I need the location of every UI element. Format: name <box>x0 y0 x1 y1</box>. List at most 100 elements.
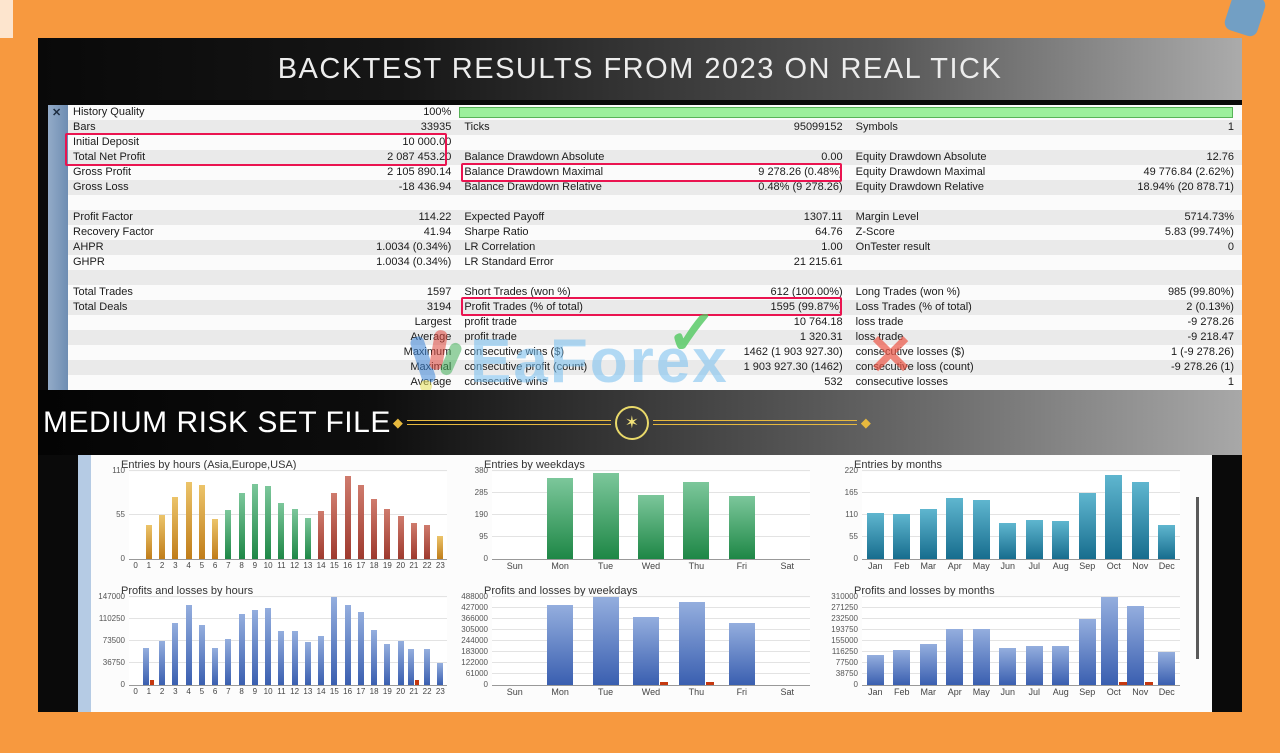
bar <box>893 650 911 685</box>
table-row: Initial Deposit 10 000.00 <box>68 135 1242 150</box>
x-axis-label: 3 <box>173 561 178 570</box>
x-axis-label: 12 <box>290 687 300 696</box>
chart-entries-by-months: Entries by months 0 55 110 165 220 Jan Feb Mar Ap… <box>828 459 1180 581</box>
stat-label: Long Trades (won %) <box>855 286 961 298</box>
bar-slot <box>1100 597 1128 685</box>
bar <box>251 610 258 685</box>
table-row: Bars 33935 Ticks 95099152 Symbols 1 <box>68 120 1242 135</box>
x-axis-label: 1 <box>146 561 152 570</box>
bar-slot <box>368 472 381 559</box>
bar <box>866 655 884 685</box>
page-title: BACKTEST RESULTS FROM 2023 ON REAL TICK <box>277 52 1003 85</box>
bar <box>397 516 404 559</box>
bar-slot <box>381 472 394 559</box>
plot-area <box>862 596 1180 686</box>
bar <box>371 499 378 559</box>
bar <box>728 496 755 559</box>
gridline <box>129 618 447 619</box>
y-axis-label: 147000 <box>98 592 125 601</box>
bar-slot <box>129 472 142 559</box>
stat-label <box>68 195 307 210</box>
y-axis-label: 427000 <box>461 603 488 612</box>
stat-value: 1307.11 <box>803 211 843 223</box>
bar-slot <box>354 598 367 685</box>
stat-label: Total Net Profit <box>73 151 146 163</box>
x-axis-label: 9 <box>252 561 258 570</box>
x-axis-label: 16 <box>343 561 353 570</box>
x-axis-label: 23 <box>435 687 445 696</box>
bar-slot <box>583 472 628 559</box>
stat-value: -9 218.47 <box>1187 331 1234 343</box>
bar-slot <box>156 472 169 559</box>
bar-slot <box>209 598 222 685</box>
close-icon[interactable]: ✕ <box>52 107 62 119</box>
stat-value: 49 776.84 (2.62%) <box>1143 166 1234 178</box>
y-axis: 0 38750 77500 116250 155000 193750 232500 27125… <box>828 593 862 689</box>
table-row <box>68 195 1242 210</box>
bar <box>437 536 444 559</box>
gridline <box>862 618 1180 619</box>
x-axis-label: 8 <box>239 687 244 696</box>
stat-label: Bars <box>73 121 96 133</box>
bar <box>633 617 660 685</box>
bar-slot <box>492 472 537 559</box>
bar-slot <box>421 598 434 685</box>
stat-label: Initial Deposit <box>73 136 140 148</box>
chart-entries-by-hours-asia-europe-usa: Entries by hours (Asia,Europe,USA) 0 55 110… <box>95 459 447 581</box>
stat-value: 114.22 <box>418 211 452 223</box>
y-axis-label: 366000 <box>461 614 488 623</box>
bar <box>999 523 1017 559</box>
x-axis-label: May <box>972 687 990 697</box>
bar <box>999 648 1017 685</box>
stat-label <box>68 375 307 390</box>
bar <box>384 644 391 685</box>
bar-slot <box>315 472 328 559</box>
x-axis-label: Wed <box>641 687 661 697</box>
stat-label: consecutive wins ($) <box>464 346 564 358</box>
x-axis-label: Thu <box>688 687 705 697</box>
divider-line <box>406 420 611 425</box>
chart-entries-by-weekdays: Entries by weekdays 0 95 190 285 380 Sun Mon Tue… <box>458 459 810 581</box>
stat-value: 2 (0.13%) <box>1186 301 1234 313</box>
stat-label <box>68 330 307 345</box>
x-axis-label: 10 <box>263 561 273 570</box>
bar-slot <box>421 472 434 559</box>
stat-value: 1.0034 (0.34%) <box>376 241 452 253</box>
bar-slot <box>889 472 916 559</box>
bar-slot <box>368 598 381 685</box>
stat-value: 33935 <box>420 121 452 133</box>
bar <box>592 597 619 685</box>
table-row: Total Net Profit 2 087 453.20 Balance Draw… <box>68 150 1242 165</box>
x-axis-label: Sun <box>506 561 523 571</box>
bar-slot <box>1074 598 1101 685</box>
history-quality-progressbar <box>459 107 1233 118</box>
bar <box>357 612 364 685</box>
y-axis-label: 77500 <box>835 658 858 667</box>
bar <box>238 614 245 685</box>
x-axis-label: Fri <box>736 687 748 697</box>
gridline <box>862 640 1180 641</box>
x-axis-label: 21 <box>409 687 419 696</box>
table-row: Recovery Factor 41.94 Sharpe Ratio 64.76 Z-S… <box>68 225 1242 240</box>
x-axis-label: 0 <box>133 561 138 570</box>
bar <box>251 484 258 559</box>
stats-grid: History Quality 100% Bars 33935 Ticks 9509915… <box>65 105 1242 390</box>
report-panel: BACKTEST RESULTS FROM 2023 ON REAL TICK … <box>38 38 1242 712</box>
x-axis-label: 2 <box>159 687 165 696</box>
table-side-strip: ✕ <box>48 105 68 390</box>
x-axis-label: Thu <box>688 561 705 571</box>
y-axis-label: 244000 <box>461 636 488 645</box>
scrollbar-thumb[interactable] <box>1196 497 1199 659</box>
diamond-icon: ◆ <box>392 415 403 430</box>
watermark-fragment-top-left <box>0 0 13 38</box>
bar-slot <box>537 472 582 559</box>
chart-title: Profits and losses by weekdays <box>484 585 638 597</box>
x-axis-label: Apr <box>947 561 962 571</box>
bar <box>1100 597 1118 685</box>
bar-slot <box>156 598 169 685</box>
x-axis-label: 10 <box>263 687 273 696</box>
y-axis-label: 271250 <box>831 603 858 612</box>
chart-title: Entries by weekdays <box>484 459 585 471</box>
stat-value: 3194 <box>426 301 452 313</box>
x-axis: 0 1 2 3 4 5 6 7 8 9 10 11 12 13 14 15 16 17 18 19 20 21 22 23 <box>129 560 447 572</box>
